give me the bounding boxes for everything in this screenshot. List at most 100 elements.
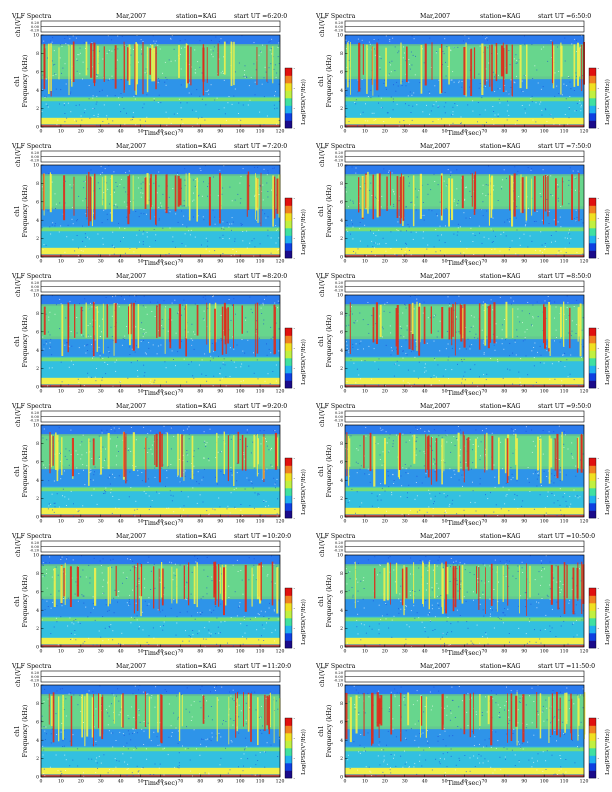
noise-speck — [472, 444, 474, 445]
noise-speck — [55, 617, 57, 619]
noise-speck — [42, 576, 44, 578]
noise-speck — [487, 47, 489, 49]
noise-speck — [138, 709, 140, 711]
noise-speck — [70, 429, 72, 431]
colorbar-segment — [285, 380, 292, 389]
noise-speck — [491, 432, 493, 434]
noise-speck — [274, 64, 276, 66]
noise-speck — [405, 339, 407, 341]
noise-speck — [460, 252, 462, 254]
panel-canvas: VLF Spectra Mar,2007 station=KAG start UT =… — [11, 273, 307, 397]
noise-speck — [549, 584, 551, 586]
emission-streak — [272, 175, 274, 227]
noise-speck — [263, 628, 265, 630]
y-axis-label: Frequency (kHz) — [326, 185, 333, 238]
waveform-tick-label: -0.20 — [30, 679, 40, 683]
colorbar-label: Log(PSD(V²/Hz)) — [300, 339, 307, 385]
noise-speck — [107, 79, 109, 81]
noise-speck — [51, 728, 53, 730]
noise-speck — [450, 623, 452, 625]
noise-speck — [503, 231, 505, 233]
noise-band-mid — [41, 336, 280, 357]
x-tick-label: 120 — [580, 129, 589, 135]
colorbar-frame — [284, 457, 293, 519]
noise-speck — [435, 251, 437, 253]
emission-streak — [506, 438, 509, 483]
noise-speck — [144, 72, 146, 74]
noise-speck — [396, 81, 398, 83]
noise-speck — [77, 219, 78, 221]
colorbar-segment — [285, 588, 292, 596]
emission-band-green — [41, 174, 280, 210]
noise-speck — [274, 430, 276, 432]
noise-speck — [576, 619, 577, 621]
noise-speck — [133, 728, 135, 730]
noise-speck — [228, 226, 230, 228]
noise-speck — [405, 85, 407, 87]
noise-speck — [127, 748, 129, 750]
noise-speck — [101, 377, 103, 379]
noise-speck — [415, 440, 417, 442]
noise-speck — [234, 88, 236, 90]
noise-speck — [517, 308, 519, 310]
noise-speck — [467, 338, 469, 340]
x-tick-label: 100 — [236, 129, 245, 135]
noise-speck — [543, 470, 545, 472]
noise-speck — [437, 559, 439, 561]
colorbar-segment — [285, 358, 292, 366]
noise-speck — [494, 114, 496, 116]
noise-speck — [45, 341, 47, 343]
noise-speck — [536, 301, 538, 303]
noise-speck — [273, 104, 275, 106]
noise-speck — [558, 93, 560, 94]
noise-speck — [99, 188, 101, 190]
noise-speck — [265, 501, 267, 503]
noise-speck — [450, 50, 452, 52]
panel-title: VLF Spectra — [11, 663, 52, 670]
colorbar-segment — [285, 633, 292, 641]
noise-speck — [377, 499, 379, 501]
noise-speck — [392, 443, 394, 445]
noise-speck — [146, 236, 148, 238]
x-tick-label: 90 — [521, 259, 527, 265]
noise-speck — [165, 306, 166, 308]
noise-speck — [48, 505, 50, 507]
noise-speck — [204, 295, 206, 297]
noise-speck — [256, 774, 258, 776]
noise-speck — [525, 355, 527, 357]
noise-speck — [391, 619, 393, 621]
noise-speck — [487, 643, 489, 645]
colorbar-segment — [589, 243, 596, 251]
noise-speck — [136, 642, 138, 644]
noise-speck — [468, 37, 470, 39]
panel-date: Mar,2007 — [420, 273, 450, 280]
noise-speck — [556, 601, 558, 603]
noise-speck — [447, 495, 449, 497]
noise-speck — [348, 314, 350, 316]
noise-speck — [567, 123, 569, 125]
noise-speck — [346, 381, 348, 382]
noise-speck — [460, 240, 461, 242]
noise-speck — [84, 298, 86, 300]
noise-speck — [143, 375, 145, 377]
noise-speck — [229, 186, 231, 188]
noise-speck — [440, 638, 442, 640]
noise-speck — [234, 591, 236, 593]
noise-speck — [183, 215, 185, 217]
noise-speck — [159, 577, 161, 579]
noise-speck — [84, 484, 86, 486]
noise-speck — [101, 432, 103, 434]
x-tick-label: 40 — [118, 129, 124, 135]
noise-speck — [459, 226, 461, 228]
noise-speck — [104, 168, 106, 170]
noise-speck — [125, 172, 127, 174]
noise-speck — [162, 464, 164, 466]
noise-speck — [422, 48, 423, 50]
noise-speck — [255, 69, 257, 71]
emission-streak — [142, 42, 144, 95]
emission-streak — [185, 43, 187, 89]
emission-streak — [489, 45, 491, 87]
emission-streak — [254, 303, 256, 357]
noise-speck — [219, 169, 221, 171]
noise-speck — [240, 198, 242, 200]
